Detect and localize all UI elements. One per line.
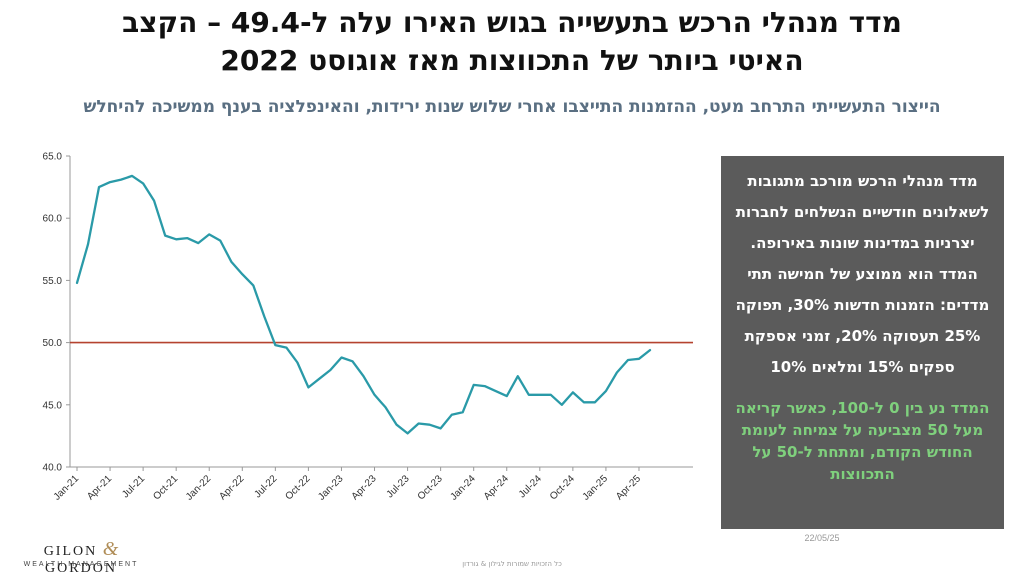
logo-name-left: GILON <box>43 544 98 559</box>
x-tick-label: Oct-22 <box>284 473 313 502</box>
copyright-footer: כל הזכויות שמורות לגילון & גורדון <box>462 560 562 568</box>
y-tick-label: 40.0 <box>43 463 63 474</box>
x-tick-label: Oct-24 <box>548 473 577 502</box>
x-tick-label: Jan-23 <box>316 473 346 503</box>
logo-name-right: GORDON <box>45 561 117 576</box>
x-tick-label: Apr-22 <box>217 473 246 502</box>
logo-tagline: WEALTH MANAGEMENT <box>23 561 139 568</box>
pmi-series-line <box>75 174 652 435</box>
subtitle: הייצור התעשייתי התרחב מעט, ההזמנות התייצ… <box>83 97 941 117</box>
x-tick-label: Jul-24 <box>517 473 544 500</box>
info-box-scale-note: המדד נע בין 0 ל-100, כאשר קריאה מעל 50 מ… <box>735 399 990 483</box>
date-label: 22/05/25 <box>804 533 840 543</box>
x-tick-label: Apr-24 <box>482 473 511 502</box>
x-tick-label: Jan-24 <box>448 473 478 503</box>
x-tick-label: Jul-22 <box>252 473 279 500</box>
logo-wordmark: GILON & GORDON <box>10 538 152 577</box>
x-tick-label: Apr-25 <box>614 473 643 502</box>
company-logo: GILON & GORDON WEALTH MANAGEMENT <box>10 538 152 577</box>
x-tick-label: Jul-21 <box>120 473 147 500</box>
logo-ampersand: & <box>102 538 119 560</box>
y-tick-label: 45.0 <box>43 400 63 411</box>
x-tick-label: Apr-23 <box>350 473 379 502</box>
x-tick-label: Jan-22 <box>184 473 214 503</box>
title-line-1: מדד מנהלי הרכש בתעשייה בגוש האירו עלה ל-… <box>122 6 902 39</box>
y-tick-label: 50.0 <box>43 338 63 349</box>
chart-axes <box>66 155 693 471</box>
x-tick-label: Oct-23 <box>416 473 445 502</box>
y-tick-label: 55.0 <box>43 276 63 287</box>
x-tick-label: Apr-21 <box>85 473 114 502</box>
y-tick-label: 60.0 <box>43 214 63 225</box>
y-tick-label: 65.0 <box>43 152 63 163</box>
x-tick-label: Jul-23 <box>385 473 412 500</box>
info-box-description: מדד מנהלי הרכש מורכב מתגובות לשאלונים חו… <box>735 172 990 376</box>
title-line-2: האיטי ביותר של התכווצות מאז אוגוסט 2022 <box>220 44 804 77</box>
page-title: מדד מנהלי הרכש בתעשייה בגוש האירו עלה ל-… <box>20 4 1004 80</box>
x-tick-label: Jan-25 <box>581 473 611 503</box>
series-layer <box>75 174 652 435</box>
x-tick-label: Oct-21 <box>151 473 180 502</box>
x-tick-label: Jan-21 <box>52 473 82 503</box>
info-box: מדד מנהלי הרכש מורכב מתגובות לשאלונים חו… <box>721 156 1004 529</box>
